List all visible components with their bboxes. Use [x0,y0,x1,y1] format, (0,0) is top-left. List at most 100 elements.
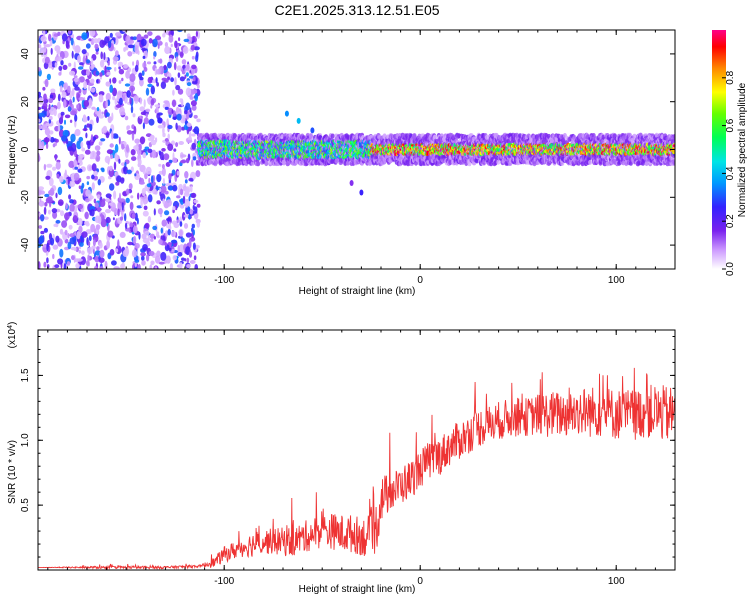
spectrogram-cell [94,202,99,209]
spectrogram-cell [167,143,174,151]
spectrogram-cell [168,159,173,163]
spectrogram-cell [47,196,53,203]
spectrogram-cell [178,244,185,254]
spectrogram-cell [190,185,193,193]
spectrogram-cell [146,61,152,65]
spectrogram-cell [162,198,166,205]
spectrogram-cell [44,127,51,136]
spectrogram-cell [86,175,91,180]
spectrogram-cell [127,44,135,49]
spectrogram-cell [191,142,196,150]
spectrogram-cell [174,77,177,86]
spectrogram-cell [194,93,198,102]
spectrogram-cell [104,65,107,74]
spectrogram-cell [52,244,59,250]
spectrogram-cell [134,259,140,263]
spectrogram-cell [179,76,185,82]
spectrogram-cell [144,222,150,229]
spectrogram-cell [163,153,170,161]
spectrogram-cell [62,64,68,70]
spectrogram-cell [56,56,63,62]
spectrogram-cell [170,239,178,244]
spectrogram-cell [103,52,106,61]
spectrogram-cell [164,210,170,216]
spectrogram-cell [139,76,144,81]
spectrogram-cell [59,228,64,235]
spectrogram-cell [177,244,180,253]
spectrogram-cell [71,50,74,59]
spectrogram-cell [156,200,161,205]
spectrogram-cell [189,96,194,100]
spectrogram-cell [63,99,67,109]
spectrogram-cell [142,152,147,159]
spectrogram-cell [117,61,124,67]
spectrogram-cell [91,106,96,110]
spectrogram-cell [69,199,74,204]
spectrogram-cell [184,187,190,196]
spectrogram-cell [76,231,81,240]
spectrogram-cell [191,80,198,85]
spectrogram-cell [122,30,129,33]
spectrogram-cell [43,137,50,143]
spectrogram-cell [94,255,100,263]
spectrogram-cell [48,177,54,187]
spectrogram-cell [175,122,178,130]
spectrogram-cell [171,99,177,108]
spectrogram-cell [101,127,108,134]
spectrogram-cell [190,89,198,95]
spectrogram-cell [42,30,46,37]
spectrogram-cell [65,40,70,49]
spectrogram-cell [191,64,197,70]
spectrogram-cell [74,45,81,54]
spectrogram-cell [175,142,179,148]
spectrogram-cell [60,60,64,66]
spectrogram-cell [147,233,151,242]
spectrogram-cell [64,212,70,221]
spectrogram-cell [85,198,90,203]
spectrogram-cell [108,205,111,209]
spectrogram-cell [163,79,169,83]
spectrogram-cell [150,260,155,266]
spectrogram-cell [63,263,67,269]
spectrogram-cell [180,154,187,158]
spectrogram-cell [88,241,91,247]
spectrogram-cell [63,83,67,89]
spectrogram-cell [124,222,128,230]
spectrogram-cell [115,181,120,186]
spectrogram-cell [109,249,115,256]
spectrogram-cell [256,161,261,167]
spectrogram-cell [126,169,132,174]
spectrogram-cell [48,119,51,124]
spectrogram-cell [99,59,105,68]
spectrogram-cell [64,229,68,236]
spectrogram-cell [162,132,166,138]
spectrogram-cell [48,104,51,110]
spectrogram-cell [85,189,91,197]
spectrogram-cell [68,30,72,35]
spectrogram-cell [43,227,49,233]
spectrogram-cell [147,194,153,203]
spectrogram-cell [170,230,177,238]
spectrogram-cell [159,58,163,64]
spectrogram-cell [90,64,94,70]
spectrogram-cell [88,235,92,242]
spectrogram-cell [136,149,142,156]
spectrogram-cell [150,139,157,146]
spectrogram-cell [179,98,183,103]
spectrogram-cell [184,74,187,79]
spectrogram-cell [43,206,47,215]
spectrogram-cell [84,221,87,226]
spectrogram-cell [172,255,177,261]
spectrogram-cell [69,98,72,108]
spectrogram-cell [147,83,153,88]
spectrogram-cell [38,112,45,117]
spectrogram-cell [105,92,111,102]
spectrogram-cell [96,246,100,251]
spectrogram-cell [170,77,175,83]
spectrogram-cell [193,255,197,261]
spectrogram-cell [38,118,41,123]
spectrogram-cell [168,34,174,43]
spectrogram-cell [128,183,133,190]
spectrogram-cell [97,206,101,213]
spectrogram-cell [179,188,184,196]
